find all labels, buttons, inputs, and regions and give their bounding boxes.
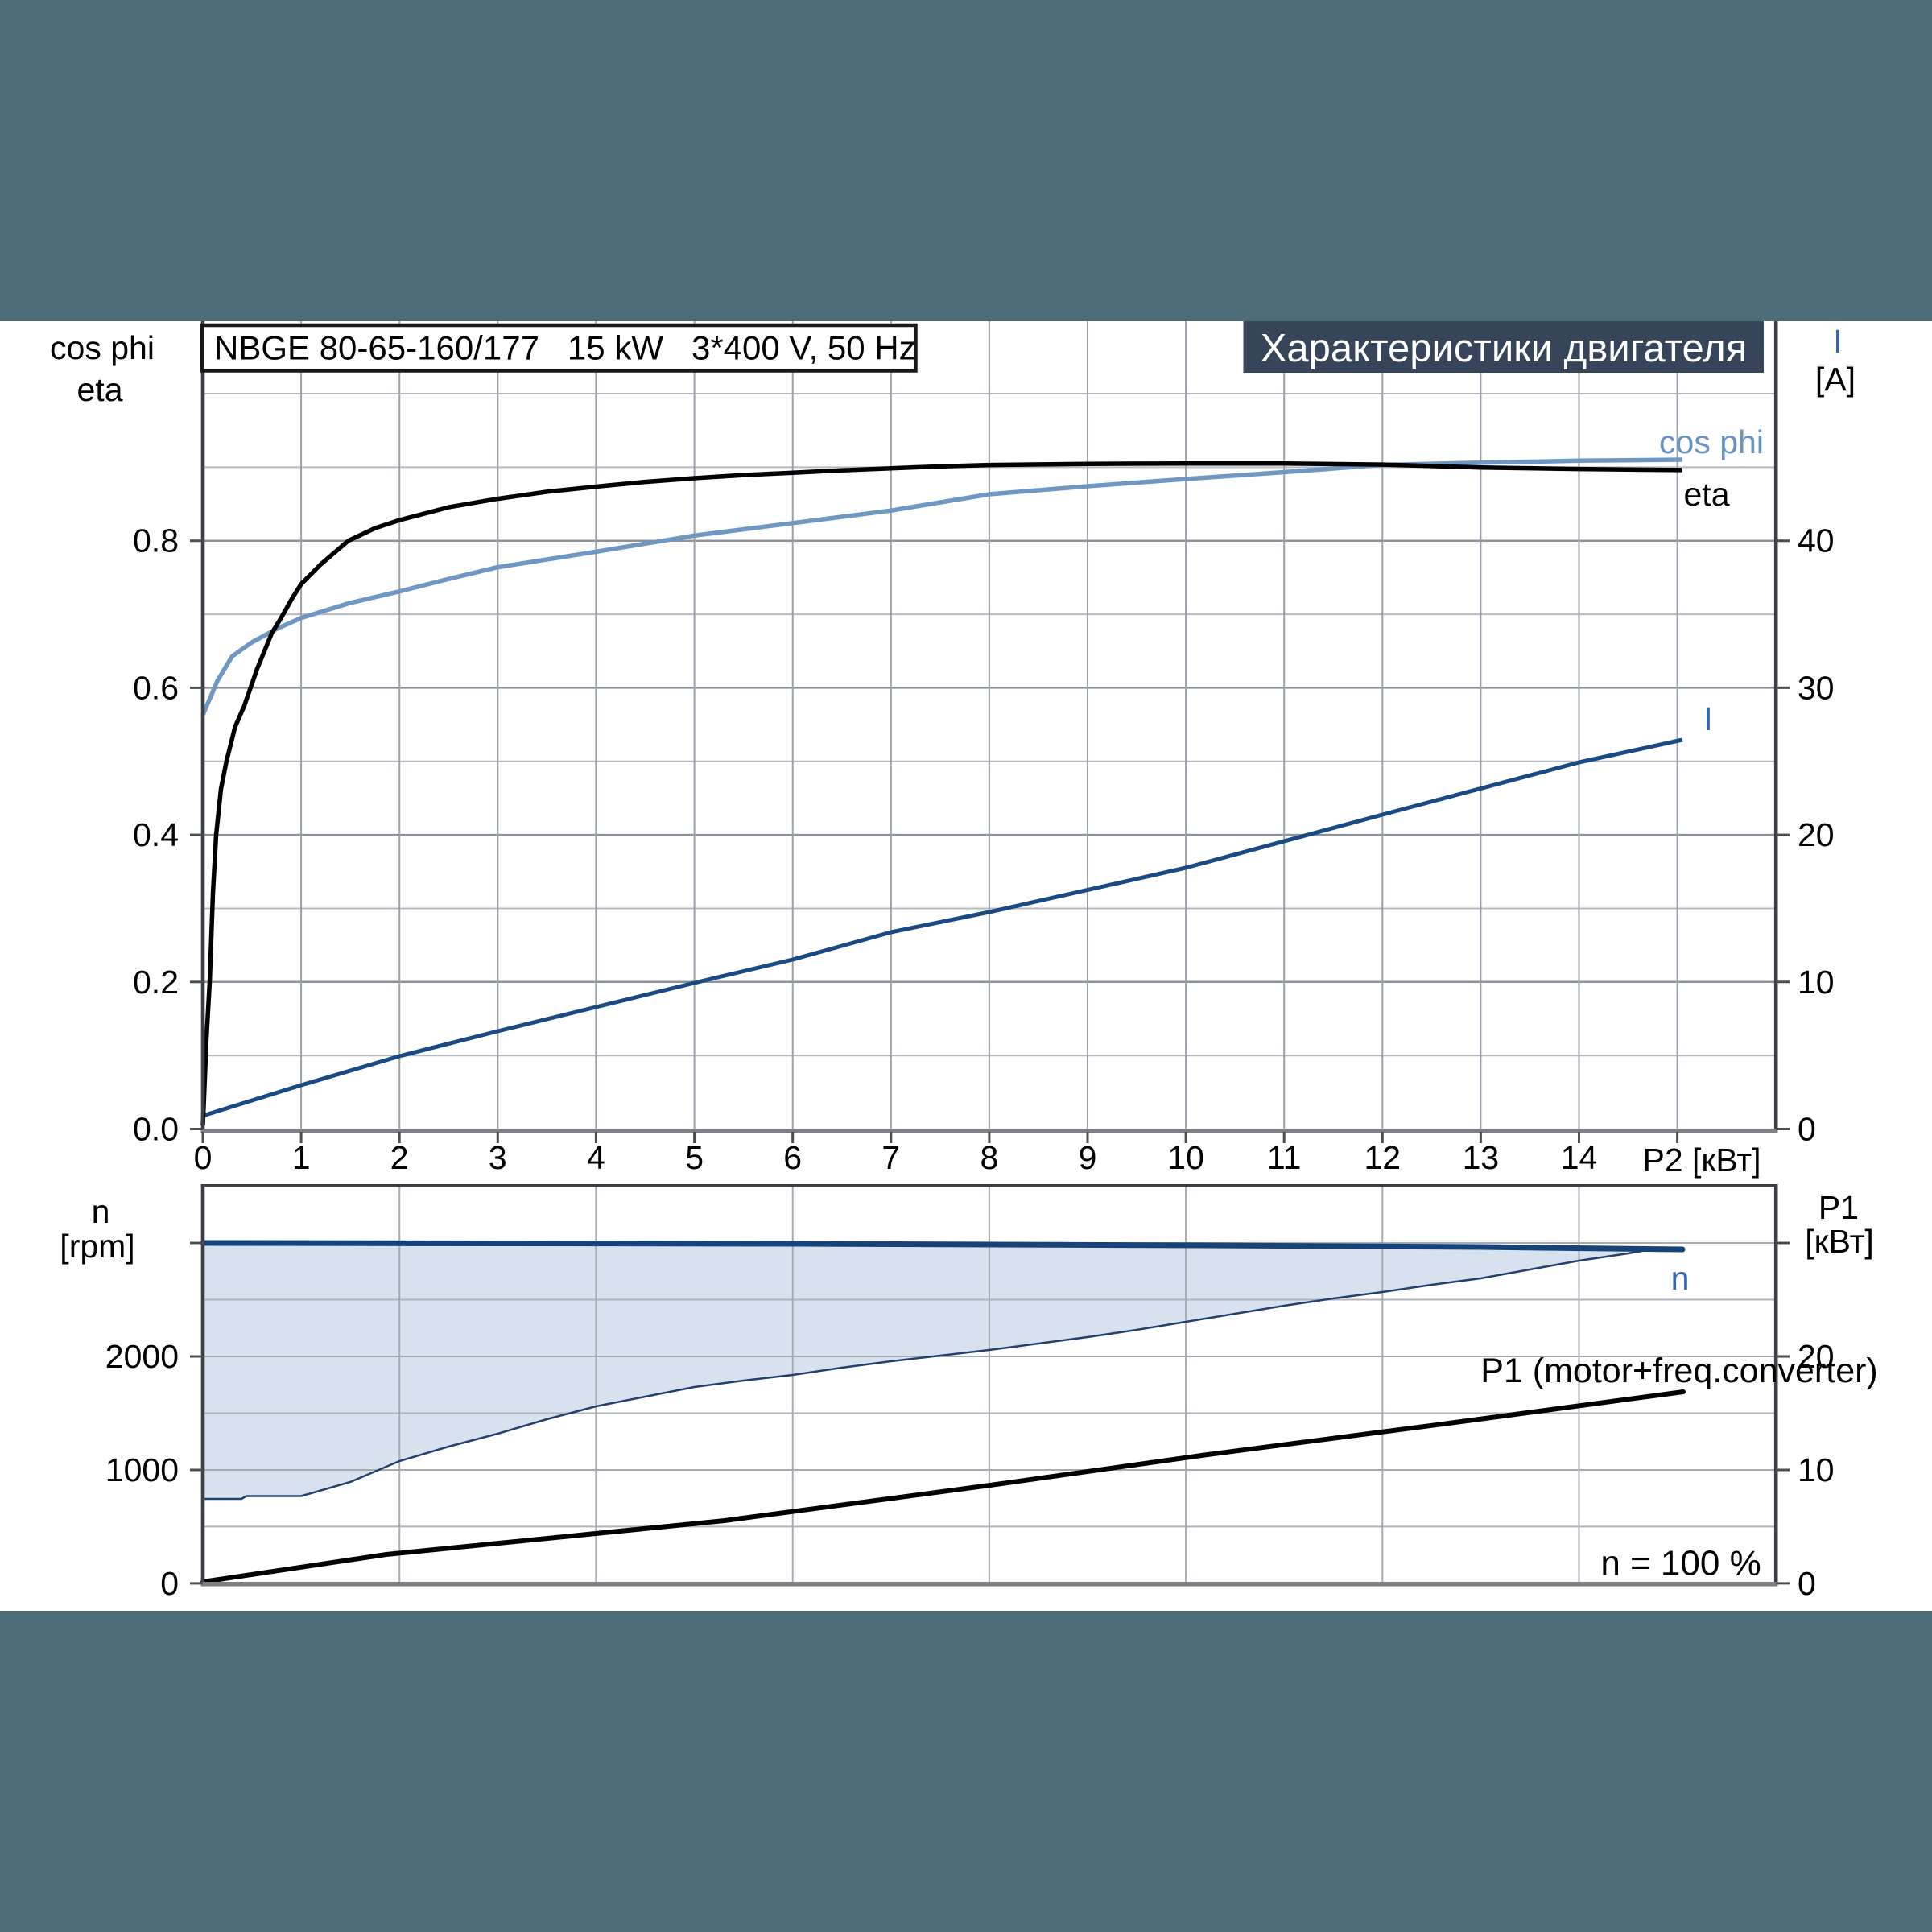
svg-text:P1 (motor+freq.converter): P1 (motor+freq.converter) bbox=[1480, 1352, 1878, 1390]
svg-text:0: 0 bbox=[1798, 1111, 1816, 1148]
svg-text:12: 12 bbox=[1364, 1139, 1401, 1176]
svg-text:Характеристики двигателя: Характеристики двигателя bbox=[1261, 327, 1748, 370]
svg-text:eta: eta bbox=[1684, 476, 1730, 513]
svg-text:7: 7 bbox=[881, 1139, 900, 1176]
svg-text:n: n bbox=[1671, 1260, 1690, 1297]
svg-text:0.0: 0.0 bbox=[133, 1111, 179, 1148]
svg-text:NBGE 80-65-160/177 15 kW 3: NBGE 80-65-160/177 15 kW 3*400 V, 50 Hz bbox=[214, 329, 916, 367]
svg-text:0: 0 bbox=[1798, 1565, 1816, 1602]
svg-text:P1: P1 bbox=[1818, 1189, 1859, 1226]
svg-text:n: n bbox=[92, 1193, 110, 1230]
svg-text:10: 10 bbox=[1798, 1451, 1835, 1488]
svg-text:13: 13 bbox=[1463, 1139, 1500, 1176]
svg-text:14: 14 bbox=[1561, 1139, 1598, 1176]
svg-text:1000: 1000 bbox=[105, 1451, 179, 1488]
svg-text:0.6: 0.6 bbox=[133, 669, 179, 706]
svg-text:1: 1 bbox=[292, 1139, 311, 1176]
svg-text:5: 5 bbox=[685, 1139, 704, 1176]
svg-text:I: I bbox=[1833, 323, 1842, 360]
svg-text:I: I bbox=[1703, 700, 1712, 737]
svg-text:4: 4 bbox=[587, 1139, 605, 1176]
svg-text:9: 9 bbox=[1079, 1139, 1097, 1176]
svg-text:10: 10 bbox=[1167, 1139, 1204, 1176]
svg-text:8: 8 bbox=[980, 1139, 998, 1176]
svg-text:0: 0 bbox=[160, 1565, 179, 1602]
svg-text:P2 [кВт]: P2 [кВт] bbox=[1642, 1141, 1761, 1179]
svg-text:20: 20 bbox=[1798, 816, 1835, 853]
svg-text:0.4: 0.4 bbox=[133, 816, 179, 853]
svg-text:6: 6 bbox=[783, 1139, 802, 1176]
svg-text:0.8: 0.8 bbox=[133, 522, 179, 559]
svg-text:10: 10 bbox=[1798, 964, 1835, 1001]
svg-text:[A]: [A] bbox=[1815, 361, 1856, 398]
svg-text:[rpm]: [rpm] bbox=[60, 1228, 134, 1265]
svg-text:n = 100 %: n = 100 % bbox=[1600, 1544, 1761, 1583]
svg-text:2: 2 bbox=[390, 1139, 409, 1176]
svg-text:[кВт]: [кВт] bbox=[1805, 1223, 1873, 1260]
svg-text:30: 30 bbox=[1798, 669, 1835, 706]
svg-text:3: 3 bbox=[489, 1139, 507, 1176]
svg-text:2000: 2000 bbox=[105, 1338, 179, 1375]
svg-text:20: 20 bbox=[1798, 1338, 1835, 1375]
svg-text:0: 0 bbox=[194, 1139, 213, 1176]
svg-text:cos phi: cos phi bbox=[1659, 423, 1764, 460]
svg-text:11: 11 bbox=[1267, 1139, 1302, 1176]
svg-text:eta: eta bbox=[77, 371, 123, 408]
svg-text:40: 40 bbox=[1798, 522, 1835, 559]
svg-text:cos phi: cos phi bbox=[50, 329, 155, 366]
svg-text:0.2: 0.2 bbox=[133, 964, 179, 1001]
